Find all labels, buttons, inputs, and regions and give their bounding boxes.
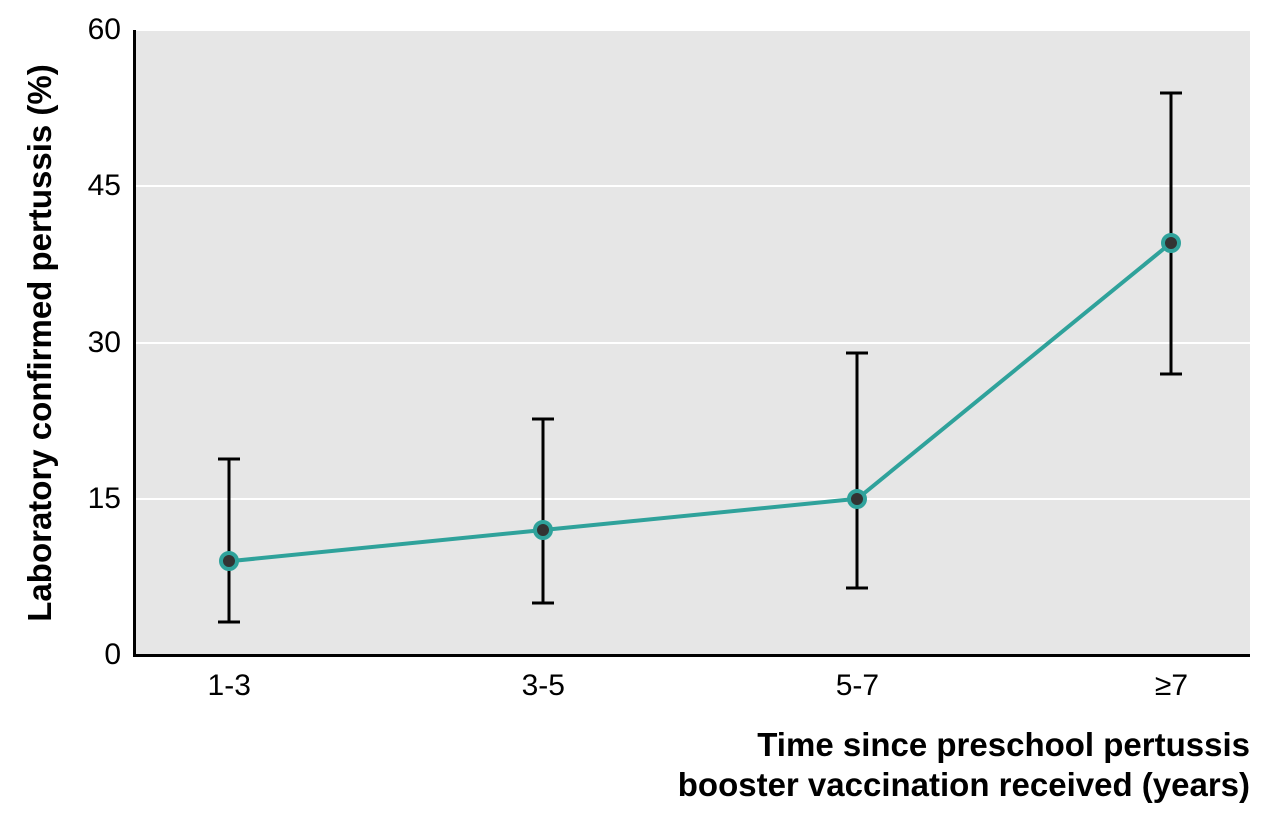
pertussis-chart: 0153045601-33-55-7≥7 Laboratory confirme… (0, 0, 1280, 827)
x-axis-title-line2: booster vaccination received (years) (678, 765, 1250, 805)
data-marker (533, 520, 553, 540)
y-tick-label: 60 (88, 13, 135, 47)
x-tick-label: 5-7 (836, 655, 879, 703)
y-axis-title: Laboratory confirmed pertussis (%) (21, 64, 59, 621)
data-marker (847, 489, 867, 509)
y-tick-label: 30 (88, 326, 135, 360)
y-tick-label: 0 (104, 638, 135, 672)
data-marker (1161, 233, 1181, 253)
y-tick-label: 45 (88, 169, 135, 203)
x-axis-title: Time since preschool pertussis booster v… (678, 725, 1250, 804)
data-marker (219, 551, 239, 571)
x-tick-label: ≥7 (1155, 655, 1188, 703)
x-axis-title-line1: Time since preschool pertussis (678, 725, 1250, 765)
plot-area: 0153045601-33-55-7≥7 (135, 30, 1250, 655)
x-tick-label: 3-5 (522, 655, 565, 703)
series-line (135, 30, 1250, 655)
x-tick-label: 1-3 (208, 655, 251, 703)
y-tick-label: 15 (88, 482, 135, 516)
